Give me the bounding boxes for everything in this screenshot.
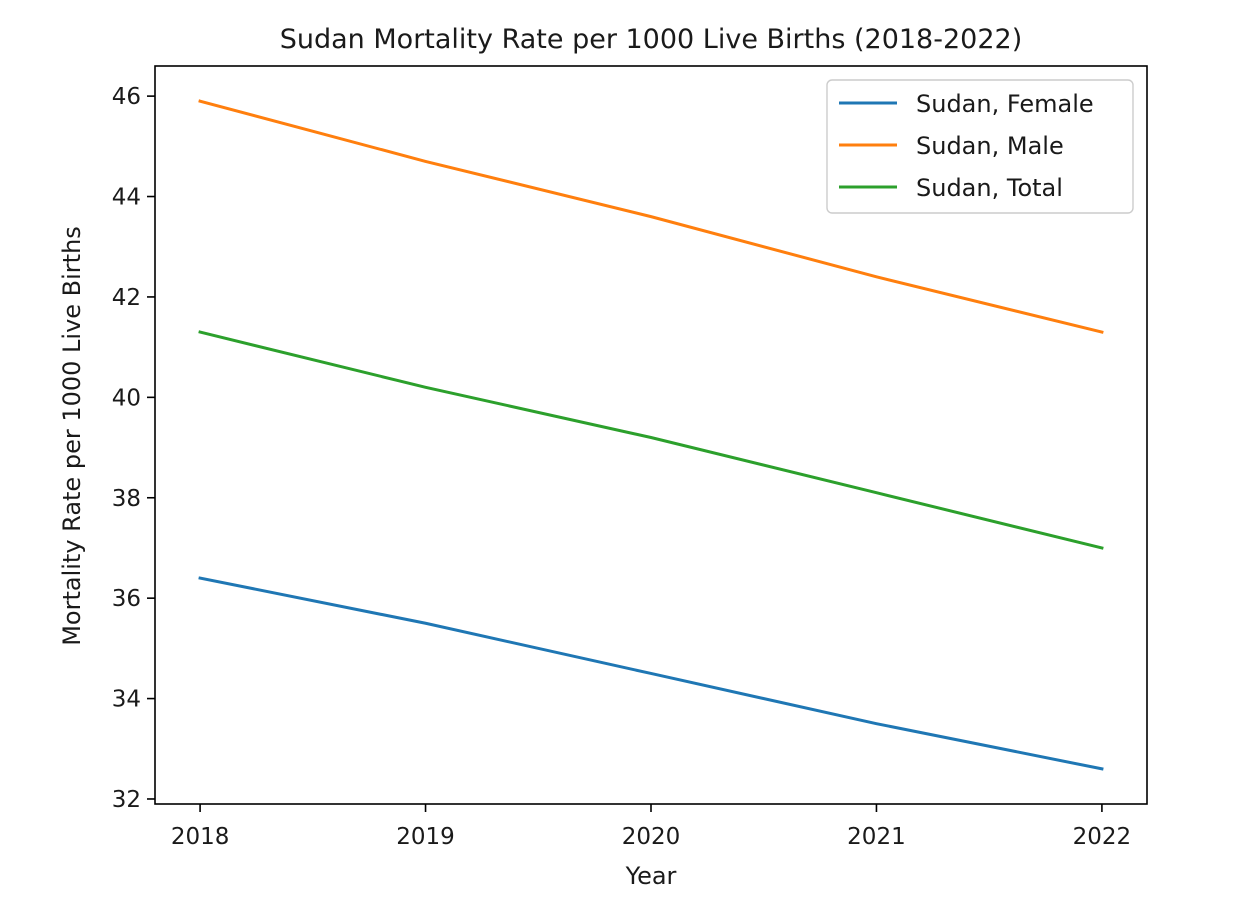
y-tick-label-0: 32 bbox=[112, 787, 141, 813]
legend: Sudan, Female Sudan, Male Sudan, Total bbox=[826, 79, 1134, 214]
x-tick-label-3: 2021 bbox=[847, 824, 906, 850]
series-line-0 bbox=[198, 576, 1104, 771]
y-tick-label-6: 44 bbox=[112, 185, 141, 211]
y-tick-label-7: 46 bbox=[112, 84, 141, 110]
legend-label-2: Sudan, Total bbox=[916, 174, 1063, 202]
legend-label-0: Sudan, Female bbox=[916, 90, 1094, 118]
x-axis-label: Year bbox=[625, 862, 677, 890]
legend-label-1: Sudan, Male bbox=[916, 132, 1064, 160]
y-tick-label-5: 42 bbox=[112, 285, 141, 311]
x-tick-label-4: 2022 bbox=[1073, 824, 1132, 850]
y-tick-label-4: 40 bbox=[112, 385, 141, 411]
chart-title: Sudan Mortality Rate per 1000 Live Birth… bbox=[280, 24, 1022, 55]
series-line-1 bbox=[198, 99, 1104, 334]
y-tick-label-1: 34 bbox=[112, 687, 141, 713]
plot-area: 2018 2019 2020 2021 2022 32 34 36 38 40 42 44 46 bbox=[112, 65, 1148, 850]
legend-box bbox=[826, 79, 1134, 214]
series-line-2 bbox=[198, 330, 1104, 550]
x-tick-label-1: 2019 bbox=[396, 824, 455, 850]
x-tick-label-2: 2020 bbox=[622, 824, 681, 850]
x-tick-label-0: 2018 bbox=[171, 824, 230, 850]
y-tick-label-3: 38 bbox=[112, 486, 141, 512]
y-tick-label-2: 36 bbox=[112, 586, 141, 612]
y-axis-label: Mortality Rate per 1000 Live Births bbox=[58, 226, 86, 646]
